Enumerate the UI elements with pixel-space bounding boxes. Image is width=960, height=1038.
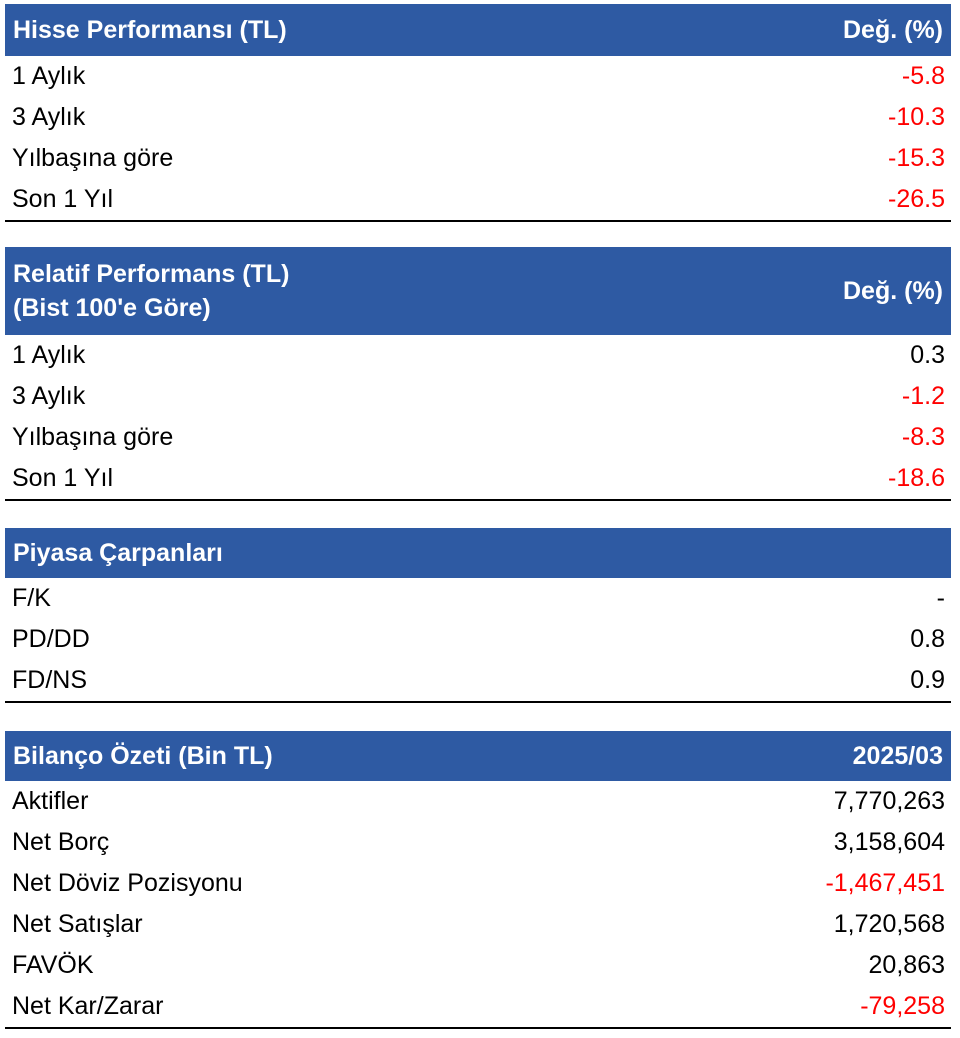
row-value: 0.3 (910, 341, 945, 369)
table-row: Net Satışlar 1,720,568 (5, 904, 951, 945)
column-header: Değ. (%) (843, 276, 943, 305)
table-row: F/K - (5, 578, 951, 619)
table-row: PD/DD 0.8 (5, 619, 951, 660)
table-row: Net Döviz Pozisyonu -1,467,451 (5, 863, 951, 904)
table-title-line: (Bist 100'e Göre) (13, 294, 211, 322)
relative-performance-table: Relatif Performans (TL) (Bist 100'e Göre… (5, 247, 951, 501)
row-label: Son 1 Yıl (12, 185, 114, 213)
row-value: 0.9 (910, 666, 945, 694)
row-value: 1,720,568 (833, 910, 945, 938)
table-title: Hisse Performansı (TL) (13, 13, 287, 47)
table-row: Net Borç 3,158,604 (5, 822, 951, 863)
table-bottom-rule (5, 1027, 951, 1029)
row-value: - (936, 584, 945, 612)
table-row: FD/NS 0.9 (5, 660, 951, 701)
row-label: 1 Aylık (12, 341, 86, 369)
table-header: Hisse Performansı (TL) Değ. (%) (5, 4, 951, 56)
row-label: Net Kar/Zarar (12, 992, 164, 1020)
row-label: 3 Aylık (12, 103, 86, 131)
row-value: -18.6 (888, 464, 945, 492)
row-value: 7,770,263 (833, 787, 945, 815)
row-value: -79,258 (860, 992, 945, 1020)
balance-summary-table: Bilanço Özeti (Bin TL) 2025/03 Aktifler … (5, 731, 951, 1029)
table-bottom-rule (5, 701, 951, 703)
row-value: -15.3 (888, 144, 945, 172)
row-value: -26.5 (888, 185, 945, 213)
row-label: Net Döviz Pozisyonu (12, 869, 243, 897)
table-row: Aktifler 7,770,263 (5, 781, 951, 822)
row-label: 1 Aylık (12, 62, 86, 90)
table-row: Son 1 Yıl -26.5 (5, 179, 951, 220)
column-header: 2025/03 (852, 741, 943, 770)
table-row: Yılbaşına göre -15.3 (5, 138, 951, 179)
table-bottom-rule (5, 499, 951, 501)
row-label: PD/DD (12, 625, 90, 653)
table-header: Bilanço Özeti (Bin TL) 2025/03 (5, 731, 951, 781)
row-label: Son 1 Yıl (12, 464, 114, 492)
table-row: Net Kar/Zarar -79,258 (5, 986, 951, 1027)
market-multiples-table: Piyasa Çarpanları F/K - PD/DD 0.8 FD/NS … (5, 528, 951, 703)
table-title: Bilanço Özeti (Bin TL) (13, 739, 273, 773)
row-value: -10.3 (888, 103, 945, 131)
row-label: Net Satışlar (12, 910, 143, 938)
row-value: -8.3 (901, 423, 945, 451)
table-title-line: Relatif Performans (TL) (13, 260, 290, 288)
row-label: Yılbaşına göre (12, 423, 174, 451)
row-label: FAVÖK (12, 951, 94, 979)
table-bottom-rule (5, 220, 951, 222)
row-value: 20,863 (868, 951, 945, 979)
row-value: 0.8 (910, 625, 945, 653)
row-label: Aktifler (12, 787, 89, 815)
table-header: Piyasa Çarpanları (5, 528, 951, 578)
table-title-line: Bilanço Özeti (Bin TL) (13, 742, 273, 770)
table-row: Son 1 Yıl -18.6 (5, 458, 951, 499)
row-label: Yılbaşına göre (12, 144, 174, 172)
table-row: 3 Aylık -1.2 (5, 376, 951, 417)
table-title-line: Piyasa Çarpanları (13, 539, 223, 567)
column-header: Değ. (%) (843, 15, 943, 44)
row-label: F/K (12, 584, 51, 612)
table-row: Yılbaşına göre -8.3 (5, 417, 951, 458)
table-row: FAVÖK 20,863 (5, 945, 951, 986)
table-title: Relatif Performans (TL) (Bist 100'e Göre… (13, 257, 289, 325)
table-title: Piyasa Çarpanları (13, 536, 223, 570)
row-label: 3 Aylık (12, 382, 86, 410)
row-label: Net Borç (12, 828, 110, 856)
table-title-line: Hisse Performansı (TL) (13, 16, 287, 44)
table-row: 1 Aylık -5.8 (5, 56, 951, 97)
row-value: 3,158,604 (833, 828, 945, 856)
table-row: 3 Aylık -10.3 (5, 97, 951, 138)
row-value: -1,467,451 (825, 869, 945, 897)
table-header: Relatif Performans (TL) (Bist 100'e Göre… (5, 247, 951, 335)
row-label: FD/NS (12, 666, 87, 694)
row-value: -1.2 (901, 382, 945, 410)
table-row: 1 Aylık 0.3 (5, 335, 951, 376)
row-value: -5.8 (901, 62, 945, 90)
stock-performance-table: Hisse Performansı (TL) Değ. (%) 1 Aylık … (5, 4, 951, 222)
